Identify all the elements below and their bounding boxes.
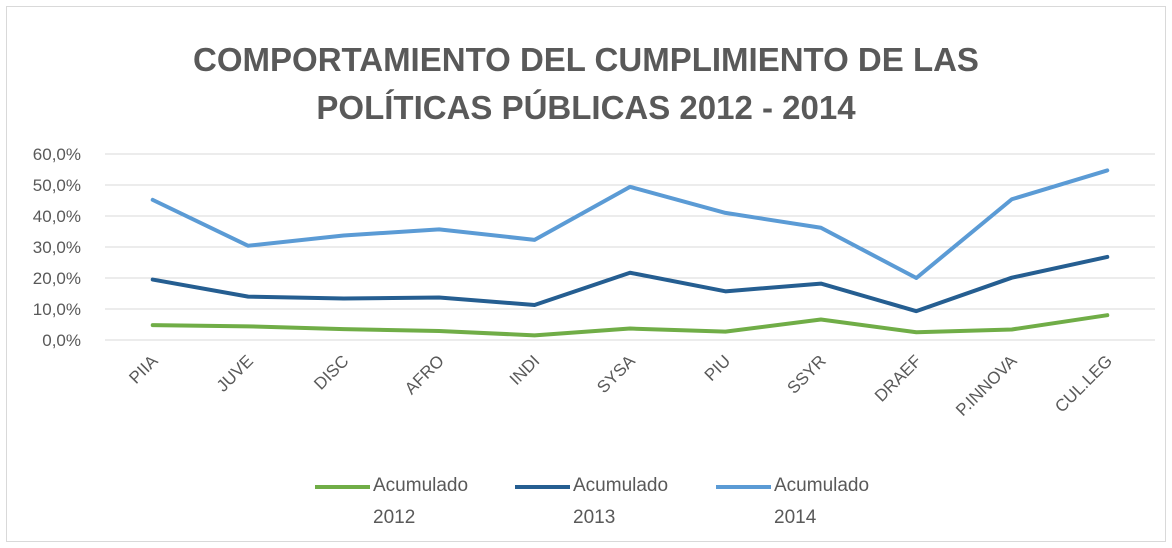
y-tick-label: 20,0% bbox=[33, 269, 81, 288]
x-tick-label: CUL.LEG bbox=[1051, 351, 1116, 416]
x-tick-label: JUVE bbox=[213, 351, 257, 395]
series-line bbox=[150, 313, 1110, 338]
x-tick-label: DISC bbox=[310, 351, 352, 393]
x-tick-label: DRAEF bbox=[871, 351, 925, 405]
legend-label: Acumulado 2014 bbox=[774, 475, 870, 528]
x-tick-label: SSYR bbox=[784, 351, 830, 397]
series-line bbox=[150, 254, 1110, 314]
y-tick-label: 60,0% bbox=[33, 145, 81, 164]
y-tick-label: 10,0% bbox=[33, 300, 81, 319]
legend-label: Acumulado 2013 bbox=[573, 475, 669, 528]
x-tick-label: PIIA bbox=[125, 351, 162, 388]
y-tick-label: 0,0% bbox=[42, 331, 81, 350]
x-tick-label: PIU bbox=[701, 351, 734, 384]
y-tick-label: 50,0% bbox=[33, 176, 81, 195]
legend-label: Acumulado 2012 bbox=[373, 475, 469, 528]
y-tick-label: 40,0% bbox=[33, 207, 81, 226]
chart-border bbox=[6, 6, 1166, 542]
series-line bbox=[150, 168, 1110, 280]
chart-title: COMPORTAMIENTO DEL CUMPLIMIENTO DE LAS P… bbox=[193, 41, 979, 126]
y-tick-label: 30,0% bbox=[33, 238, 81, 257]
x-tick-label: INDI bbox=[506, 351, 543, 388]
x-tick-label: P.INNOVA bbox=[952, 351, 1021, 420]
x-tick-label: SYSA bbox=[593, 351, 639, 397]
x-tick-label: AFRO bbox=[401, 351, 448, 398]
